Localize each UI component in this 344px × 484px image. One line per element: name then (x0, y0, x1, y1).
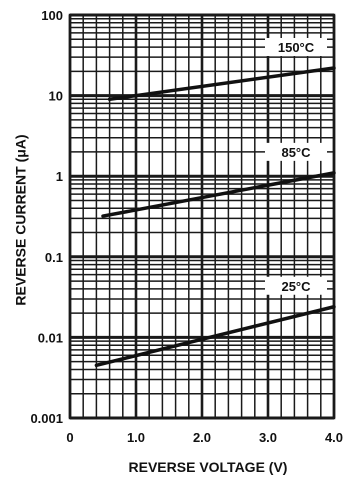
series-label-bg (265, 276, 327, 295)
x-tick-label: 4.0 (325, 430, 343, 445)
plot-frame (68, 13, 336, 420)
series-label-1: 85°C (281, 145, 311, 160)
grid (68, 13, 336, 420)
x-tick-label: 3.0 (259, 430, 277, 445)
y-tick-label: 0.01 (38, 330, 63, 345)
x-tick-label: 2.0 (193, 430, 211, 445)
x-axis-title: REVERSE VOLTAGE (V) (129, 459, 288, 475)
series-lines (94, 66, 336, 368)
x-tick-labels: 0 1.0 2.0 3.0 4.0 (66, 430, 343, 445)
y-tick-label: 10 (49, 89, 63, 104)
series-label-0: 150°C (278, 40, 315, 55)
y-tick-label: 100 (41, 8, 63, 23)
series-label-2: 25°C (281, 279, 311, 294)
x-tick-label: 0 (66, 430, 73, 445)
y-tick-labels: 0.001 0.01 0.1 1 10 100 (30, 8, 63, 426)
series-line-1 (101, 171, 336, 218)
y-tick-label: 0.1 (45, 250, 63, 265)
y-axis-title: REVERSE CURRENT (μA) (13, 134, 29, 305)
series-labels: 150°C 85°C 25°C (265, 38, 327, 295)
series-line-2 (94, 305, 336, 368)
series-label-bg (265, 38, 327, 57)
y-tick-label: 1 (56, 169, 63, 184)
x-tick-label: 1.0 (127, 430, 145, 445)
y-tick-label: 0.001 (30, 411, 63, 426)
series-line-0 (107, 66, 336, 102)
series-label-bg (265, 142, 327, 161)
